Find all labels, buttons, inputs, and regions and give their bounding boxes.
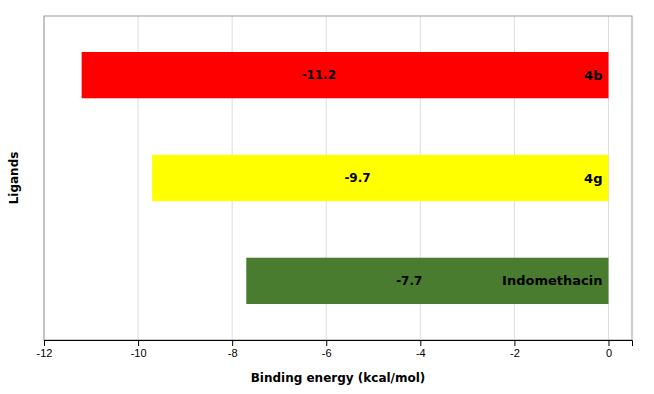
labels: -11.2 -9.7 -7.7 4b 4g Indomethacin	[301, 68, 602, 289]
category-label: 4g	[584, 171, 602, 186]
bar	[246, 258, 608, 304]
x-tick: -10	[131, 340, 147, 359]
grid	[44, 16, 608, 340]
x-tick-label: 0	[606, 347, 612, 359]
x-tick-mark	[138, 340, 139, 346]
y-axis-title: Ligands	[7, 152, 21, 205]
x-axis-line	[45, 341, 633, 347]
x-tick: -2	[510, 340, 520, 359]
data-label: -7.7	[396, 274, 422, 288]
x-tick-mark	[608, 340, 609, 346]
x-tick-label: -12	[37, 347, 53, 359]
plot-frame	[44, 16, 632, 340]
data-label: -9.7	[344, 171, 370, 185]
x-tick: -12	[37, 340, 53, 359]
x-tick-label: -6	[322, 347, 332, 359]
x-tick-label: -8	[228, 347, 238, 359]
bar	[152, 155, 608, 201]
x-tick-mark	[232, 340, 233, 346]
chart: -12 -10 -8 -6 -4 -2 0 -11.2 -9.7 -7.7 4b 4g Indometh…	[0, 0, 654, 394]
category-label: Indomethacin	[502, 273, 602, 288]
x-tick-mark	[326, 340, 327, 346]
data-label: -11.2	[301, 68, 336, 82]
x-tick-label: -10	[131, 347, 147, 359]
x-axis: -12 -10 -8 -6 -4 -2 0	[37, 340, 633, 359]
x-tick-mark	[420, 340, 421, 346]
x-tick-mark	[514, 340, 515, 346]
x-tick-label: -2	[510, 347, 520, 359]
bars	[82, 52, 609, 304]
plot: -12 -10 -8 -6 -4 -2 0 -11.2 -9.7 -7.7 4b 4g Indometh…	[37, 16, 633, 359]
x-tick: -8	[228, 340, 238, 359]
x-tick-label: -4	[416, 347, 426, 359]
x-tick-mark	[44, 340, 45, 346]
x-tick: 0	[606, 340, 612, 359]
x-tick: -6	[322, 340, 332, 359]
x-tick: -4	[416, 340, 426, 359]
bar	[82, 52, 609, 98]
x-axis-title: Binding energy (kcal/mol)	[251, 371, 426, 385]
category-label: 4b	[584, 68, 602, 83]
